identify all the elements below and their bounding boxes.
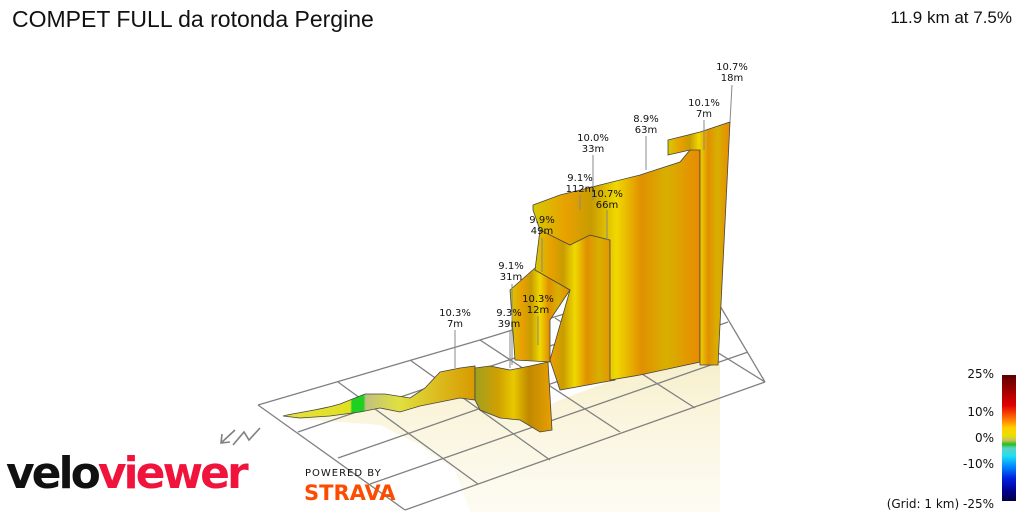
powered-by-label: POWERED BY [305, 468, 382, 479]
annotation-leaders [454, 84, 733, 368]
annotation-length: 12m [527, 305, 549, 316]
annotation-length: 49m [531, 226, 553, 237]
logo-viewer: viewer [97, 448, 249, 499]
profile-mid-section [474, 229, 616, 433]
route-summary: 11.9 km at 7.5% [890, 8, 1012, 27]
annotation-length: 63m [635, 125, 657, 136]
annotation-length: 112m [566, 184, 595, 195]
profile-upper-section [532, 121, 731, 381]
annotation-length: 7m [447, 319, 463, 330]
annotation-gradient: 9.9% [529, 215, 554, 226]
gradient-color-scale [1002, 375, 1016, 501]
north-arrow-icon [220, 427, 261, 446]
annotation-gradient: 10.0% [577, 133, 609, 144]
annotation-gradient: 10.7% [591, 189, 623, 200]
annotation-length: 66m [596, 200, 618, 211]
profile-low-section [282, 365, 476, 419]
profile-reflection [285, 358, 720, 512]
annotation-gradient: 10.3% [439, 308, 471, 319]
annotation-length: 7m [696, 109, 712, 120]
annotation-gradient: 9.1% [498, 261, 523, 272]
annotation-length: 31m [500, 272, 522, 283]
annotation-gradient: 10.1% [688, 98, 720, 109]
annotation-gradient: 10.7% [716, 62, 748, 73]
legend-label-min: (Grid: 1 km) -25% [886, 497, 994, 511]
annotation-length: 18m [721, 73, 743, 84]
annotation-labels: 10.3% 7m 9.3% 39m 9.1% 31m 10.3% 12m 9.9… [439, 62, 748, 330]
annotation-gradient: 9.3% [496, 308, 521, 319]
annotation-length: 39m [498, 319, 520, 330]
annotation-gradient: 8.9% [633, 114, 658, 125]
legend-label-neg10: -10% [962, 457, 994, 471]
logo-velo: velo [6, 448, 101, 499]
strava-logo: STRAVA [304, 481, 396, 505]
annotation-gradient: 9.1% [567, 173, 592, 184]
annotation-gradient: 10.3% [522, 294, 554, 305]
veloviewer-logo: veloviewer [6, 452, 249, 496]
annotation-length: 33m [582, 144, 604, 155]
legend-label-10: 10% [967, 405, 994, 419]
legend-label-0: 0% [974, 431, 994, 445]
route-title: COMPET FULL da rotonda Pergine [12, 6, 374, 32]
legend-label-max: 25% [967, 367, 994, 381]
